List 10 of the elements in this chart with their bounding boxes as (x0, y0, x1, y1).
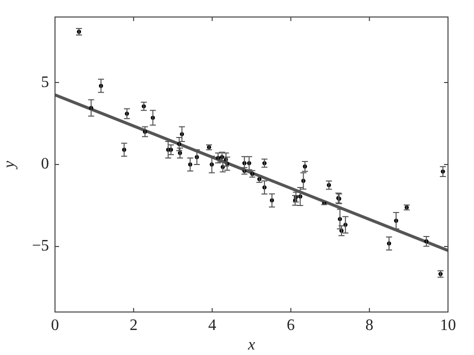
x-tick-label: 8 (365, 316, 374, 334)
x-tick-label: 6 (286, 316, 295, 334)
y-tick-label: −5 (32, 238, 49, 255)
y-tick-label: 5 (41, 74, 49, 91)
y-axis-title: y (0, 160, 18, 170)
x-tick-label: 10 (440, 316, 456, 334)
x-axis-title: x (246, 336, 256, 354)
x-tick-label: 4 (208, 316, 216, 334)
y-tick-label: 0 (41, 156, 49, 173)
x-tick-label: 2 (130, 316, 138, 334)
